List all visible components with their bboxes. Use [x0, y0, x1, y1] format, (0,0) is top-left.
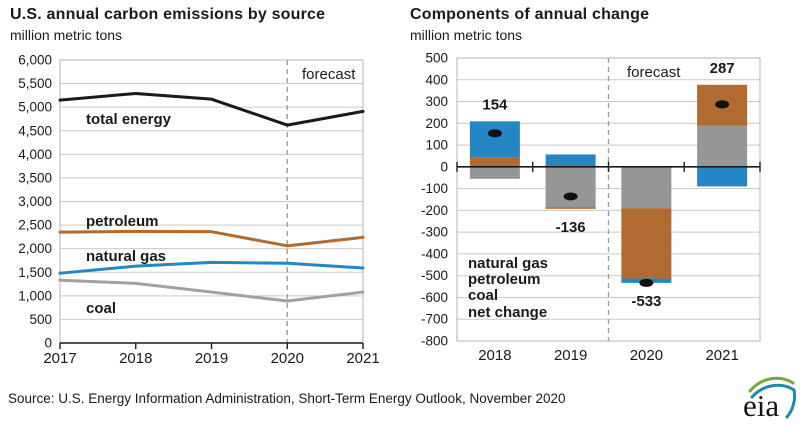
y-tick-label: 2,000: [18, 241, 52, 256]
x-tick-label: 2021: [705, 347, 738, 364]
bar-segment-petroleum: [545, 207, 596, 209]
x-tick-label: 2018: [478, 347, 511, 364]
y-tick-label: -200: [421, 203, 448, 218]
bar-segment-natural-gas: [545, 154, 596, 167]
y-tick-label: -100: [421, 181, 448, 196]
footer: Source: U.S. Energy Information Administ…: [0, 374, 800, 426]
bar-segment-natural-gas: [469, 121, 520, 158]
net-change-marker: [639, 278, 654, 287]
x-tick-label: 2020: [630, 347, 663, 364]
y-tick-label: 2,500: [18, 218, 52, 233]
eia-logo-text: eia: [743, 388, 779, 423]
eia-logo-green-arc: [748, 376, 795, 393]
right-chart-title: Components of annual change: [410, 6, 650, 23]
y-tick-label: 1,500: [18, 265, 52, 280]
x-tick-label: 2017: [43, 350, 76, 367]
x-tick-label: 2020: [271, 350, 304, 367]
y-tick-label: -700: [421, 312, 448, 327]
y-tick-label: 500: [29, 312, 52, 327]
y-tick-label: 4,500: [18, 123, 52, 138]
y-tick-label: 3,000: [18, 194, 52, 209]
y-tick-label: 0: [440, 159, 448, 174]
net-change-value-label: -136: [556, 219, 586, 236]
y-tick-label: 4,000: [18, 147, 52, 162]
emissions-by-source-panel: U.S. annual carbon emissions by source m…: [0, 0, 400, 370]
right-chart-units: million metric tons: [410, 27, 523, 43]
bar-segment-coal: [621, 166, 672, 209]
y-tick-label: 200: [425, 116, 448, 131]
x-tick-label: 2018: [119, 350, 152, 367]
net-change-value-label: 287: [710, 60, 735, 77]
y-tick-label: -500: [421, 268, 448, 283]
y-tick-label: 400: [425, 72, 448, 87]
net-change-marker: [487, 129, 502, 138]
legend-item-net-change: net change: [468, 304, 547, 321]
y-tick-label: 0: [44, 336, 52, 351]
source-note: Source: U.S. Energy Information Administ…: [8, 391, 566, 406]
emissions-line-chart: 0 500 1,000 1,500 2,000 2,500 3,000 3,500 4,000 4…: [18, 53, 379, 368]
left-chart-units: million metric tons: [10, 27, 123, 43]
y-tick-label: 100: [425, 138, 448, 153]
bar-segment-petroleum: [621, 208, 672, 279]
series-line-petroleum: [58, 229, 365, 248]
net-change-value-label: -533: [631, 293, 661, 310]
legend-item-natural-gas: natural gas: [468, 255, 548, 272]
y-tick-label: 5,500: [18, 76, 52, 91]
net-change-marker: [563, 192, 578, 201]
y-tick-label: 300: [425, 94, 448, 109]
left-chart-title: U.S. annual carbon emissions by source: [10, 6, 326, 23]
y-tick-label: 6,000: [18, 53, 52, 68]
series-label: coal: [86, 300, 116, 317]
bar-segment-petroleum: [469, 157, 520, 167]
y-tick-label: 3,500: [18, 170, 52, 185]
y-tick-label: 500: [425, 51, 448, 66]
bar-segment-coal: [469, 166, 520, 179]
y-tick-label: 1,000: [18, 288, 52, 303]
eia-logo: eia: [743, 376, 797, 423]
y-tick-label: 5,000: [18, 100, 52, 115]
legend-item-petroleum: petroleum: [468, 271, 541, 288]
legend-item-coal: coal: [468, 287, 498, 304]
x-tick-label: 2021: [346, 350, 379, 367]
series-line-coal: [58, 278, 365, 303]
series-line-natural-gas: [58, 260, 365, 275]
bar-segment-coal: [545, 166, 596, 208]
forecast-label: forecast: [627, 64, 681, 81]
forecast-label: forecast: [302, 66, 356, 83]
y-tick-label: -800: [421, 334, 448, 349]
x-tick-label: 2019: [195, 350, 228, 367]
annual-change-panel: Components of annual change million metr…: [400, 0, 800, 370]
series-label: natural gas: [86, 248, 166, 265]
bar-segment-natural-gas: [697, 166, 748, 187]
net-change-value-label: 154: [482, 96, 508, 113]
series-line-total-energy: [58, 91, 365, 127]
series-label: petroleum: [86, 213, 159, 230]
y-tick-label: -600: [421, 290, 448, 305]
y-tick-label: -400: [421, 246, 448, 261]
annual-change-bar-chart: -800 -700 -600 -500 -400 -300 -200 -100 0 100 200 3…: [421, 51, 761, 364]
series-label: total energy: [86, 111, 172, 128]
bar-segment-coal: [697, 125, 748, 167]
x-tick-label: 2019: [554, 347, 587, 364]
y-tick-label: -300: [421, 225, 448, 240]
net-change-marker: [715, 100, 730, 109]
eia-logo-blue-arc: [750, 383, 797, 419]
